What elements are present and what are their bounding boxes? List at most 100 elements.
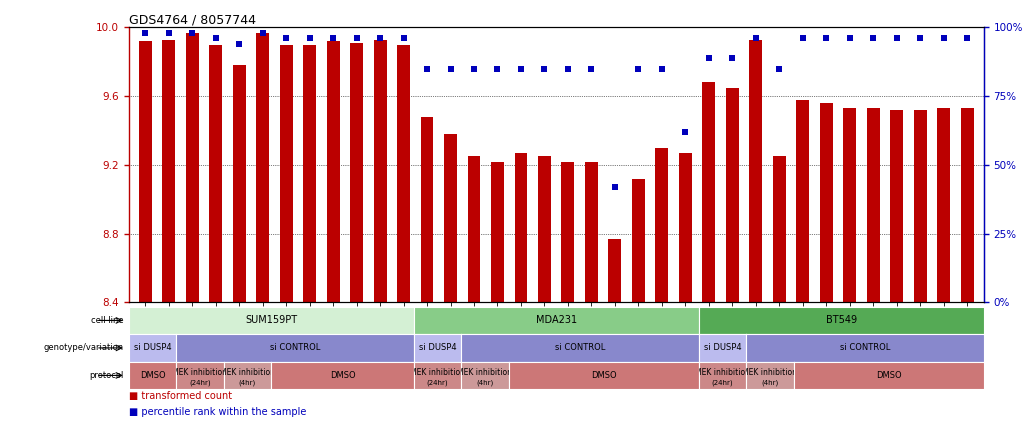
Bar — [914, 110, 927, 302]
Text: (24hr): (24hr) — [712, 379, 733, 385]
Text: cell line: cell line — [91, 316, 124, 325]
Text: (24hr): (24hr) — [190, 379, 211, 385]
Text: MEK inhibition: MEK inhibition — [743, 368, 797, 377]
Point — [372, 35, 388, 42]
Point — [654, 65, 671, 72]
Point — [184, 30, 201, 36]
Text: (24hr): (24hr) — [426, 379, 448, 385]
Bar — [350, 43, 363, 302]
Point — [959, 35, 975, 42]
Text: DMSO: DMSO — [876, 371, 901, 380]
Text: SUM159PT: SUM159PT — [245, 316, 298, 325]
Point — [559, 65, 576, 72]
Text: si CONTROL: si CONTROL — [555, 343, 606, 352]
Bar — [937, 108, 951, 302]
Bar — [609, 239, 621, 302]
Point — [348, 35, 365, 42]
Point — [302, 35, 318, 42]
Text: DMSO: DMSO — [330, 371, 355, 380]
Bar — [420, 117, 434, 302]
Text: DMSO: DMSO — [591, 371, 617, 380]
Text: GDS4764 / 8057744: GDS4764 / 8057744 — [129, 14, 255, 26]
Point — [137, 30, 153, 36]
Point — [254, 30, 271, 36]
Point — [677, 129, 693, 135]
Bar — [726, 88, 739, 302]
Text: protocol: protocol — [90, 371, 124, 380]
Point — [794, 35, 811, 42]
Point — [489, 65, 506, 72]
Point — [889, 35, 905, 42]
Point — [630, 65, 647, 72]
Bar — [233, 65, 245, 302]
Point — [466, 65, 482, 72]
Text: si DUSP4: si DUSP4 — [134, 343, 171, 352]
Bar — [444, 134, 457, 302]
Point — [865, 35, 882, 42]
Bar — [515, 153, 527, 302]
Bar — [655, 148, 668, 302]
Bar — [890, 110, 903, 302]
Bar — [561, 162, 575, 302]
Text: si CONTROL: si CONTROL — [270, 343, 320, 352]
Bar — [844, 108, 856, 302]
Point — [442, 65, 458, 72]
Text: MEK inhibition: MEK inhibition — [172, 368, 228, 377]
Bar — [139, 41, 151, 302]
Point — [724, 54, 741, 61]
Point — [161, 30, 177, 36]
Point — [818, 35, 834, 42]
Text: si DUSP4: si DUSP4 — [418, 343, 456, 352]
Bar — [398, 45, 410, 302]
Bar — [585, 162, 597, 302]
Point — [771, 65, 788, 72]
Bar — [162, 39, 175, 302]
Bar — [796, 100, 810, 302]
Point — [700, 54, 717, 61]
Bar — [820, 103, 832, 302]
Point — [231, 41, 247, 47]
Bar — [702, 82, 715, 302]
Text: MEK inhibition: MEK inhibition — [695, 368, 750, 377]
Bar — [961, 108, 973, 302]
Point — [935, 35, 952, 42]
Point — [912, 35, 928, 42]
Text: si CONTROL: si CONTROL — [839, 343, 890, 352]
Point — [513, 65, 529, 72]
Point — [842, 35, 858, 42]
Text: (4hr): (4hr) — [761, 379, 779, 385]
Text: MEK inhibition: MEK inhibition — [410, 368, 465, 377]
Point — [607, 184, 623, 190]
Point — [278, 35, 295, 42]
Point — [537, 65, 553, 72]
Point — [207, 35, 224, 42]
Text: ■ transformed count: ■ transformed count — [129, 391, 232, 401]
Bar — [256, 33, 269, 302]
Bar — [750, 39, 762, 302]
Text: MEK inhibition: MEK inhibition — [457, 368, 513, 377]
Text: MDA231: MDA231 — [536, 316, 577, 325]
Bar — [185, 33, 199, 302]
Bar — [468, 157, 480, 302]
Bar — [303, 45, 316, 302]
Bar — [772, 157, 786, 302]
Bar — [280, 45, 293, 302]
Bar — [491, 162, 504, 302]
Bar — [679, 153, 692, 302]
Bar — [209, 45, 222, 302]
Bar — [374, 39, 386, 302]
Point — [324, 35, 341, 42]
Text: MEK inhibition: MEK inhibition — [220, 368, 275, 377]
Bar — [867, 108, 880, 302]
Bar — [632, 179, 645, 302]
Text: genotype/variation: genotype/variation — [43, 343, 124, 352]
Text: (4hr): (4hr) — [476, 379, 493, 385]
Bar — [327, 41, 340, 302]
Text: BT549: BT549 — [826, 316, 857, 325]
Point — [748, 35, 764, 42]
Text: si DUSP4: si DUSP4 — [703, 343, 742, 352]
Point — [419, 65, 436, 72]
Point — [583, 65, 599, 72]
Text: (4hr): (4hr) — [239, 379, 256, 385]
Text: ■ percentile rank within the sample: ■ percentile rank within the sample — [129, 407, 306, 418]
